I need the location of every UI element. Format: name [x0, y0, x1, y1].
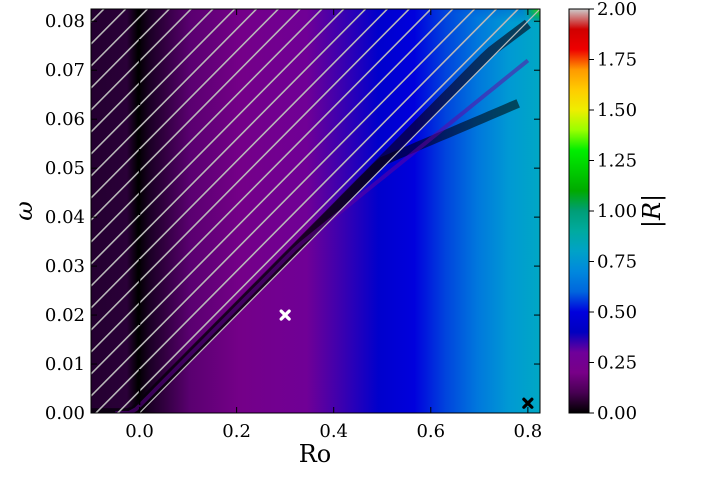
- hatch-line: [91, 9, 540, 177]
- y-tick-label: 0.01: [45, 354, 85, 375]
- y-tick-label: 0.03: [45, 256, 85, 277]
- y-tick-label: 0.05: [45, 158, 85, 179]
- heatmap-ridge-bands: [91, 19, 531, 413]
- hatch-line: [91, 9, 540, 221]
- hatch-line: [91, 9, 540, 413]
- hatch-line: [91, 9, 540, 353]
- hatch-line: [91, 9, 540, 331]
- x-axis-label: Ro: [299, 440, 332, 468]
- hatch-line: [91, 9, 540, 243]
- colorbar-tick-label: 1.25: [597, 151, 637, 172]
- colorbar-tick-label: 1.00: [597, 201, 637, 222]
- x-tick-label: 0.2: [222, 421, 251, 442]
- colorbar-tick-label: 0.25: [597, 353, 637, 374]
- colorbar-tick-label: 1.50: [597, 100, 637, 121]
- heatmap-plot-area: [91, 9, 540, 413]
- hatch-line: [91, 9, 540, 309]
- hatch-line: [91, 9, 540, 155]
- hatch-line: [91, 9, 540, 413]
- hatch-line: [91, 9, 540, 265]
- y-axis-ticks: 0.00 0.01 0.02 0.03 0.04 0.05 0.06 0.07 0.08: [45, 11, 540, 424]
- y-tick-label: 0.04: [45, 207, 85, 228]
- y-tick-label: 0.08: [45, 11, 85, 32]
- marker-x-2: [522, 397, 534, 409]
- y-tick-label: 0.07: [45, 60, 85, 81]
- hatch-line: [91, 9, 540, 375]
- colorbar-tick-label: 0.50: [597, 302, 637, 323]
- colorbar-tick-label: 0.00: [597, 403, 637, 424]
- x-axis-ticks: 0.0 0.2 0.4 0.6 0.8: [125, 9, 542, 442]
- x-tick-label: 0.0: [125, 421, 154, 442]
- hatch-line: [91, 9, 540, 397]
- x-tick-label: 0.4: [319, 421, 348, 442]
- hatch-line: [91, 9, 540, 89]
- plot-frame: [90, 8, 541, 414]
- colorbar-label: |R|: [638, 194, 667, 228]
- x-tick-label: 0.8: [514, 421, 543, 442]
- y-tick-label: 0.06: [45, 109, 85, 130]
- y-tick-label: 0.00: [45, 403, 85, 424]
- colorbar-tick-label: 0.75: [597, 252, 637, 273]
- colorbar-tick-label: 2.00: [597, 0, 637, 20]
- heatmap-ridge-3: [115, 58, 530, 413]
- hatch-line: [91, 9, 540, 133]
- colorbar: [568, 8, 590, 414]
- marker-x-1: [279, 309, 291, 321]
- hatch-line: [91, 9, 540, 287]
- hatch-line: [91, 9, 540, 199]
- colorbar-tick-label: 1.75: [597, 50, 637, 71]
- markers: [279, 309, 534, 409]
- hatched-region: [91, 9, 540, 413]
- x-tick-label: 0.6: [416, 421, 445, 442]
- hatch-line: [91, 9, 540, 111]
- y-axis-label: ω: [10, 201, 38, 221]
- y-tick-label: 0.02: [45, 305, 85, 326]
- hatch-boundary-line: [138, 9, 540, 413]
- colorbar-ticks: 0.00 0.25 0.50 0.75 1.00 1.25 1.50 1.75 2.00: [589, 0, 637, 424]
